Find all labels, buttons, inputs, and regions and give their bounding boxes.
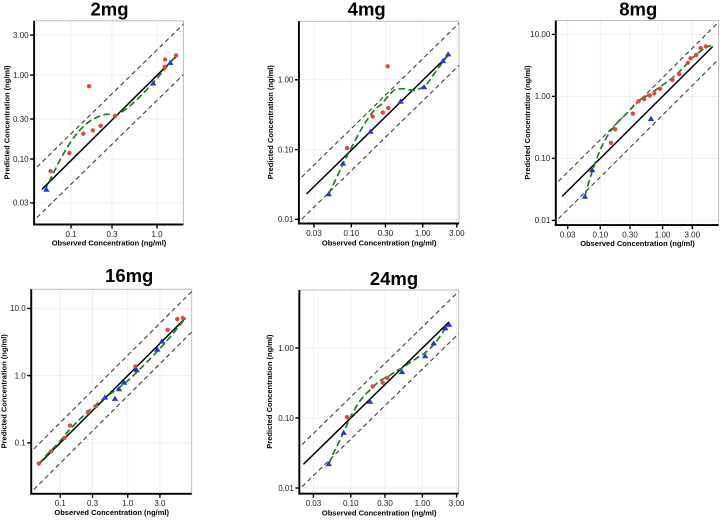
svg-text:24mg: 24mg (370, 268, 418, 289)
svg-text:0.30: 0.30 (622, 230, 638, 239)
svg-text:Predicted Concentration (ng/ml: Predicted Concentration (ng/ml) (3, 65, 12, 180)
svg-text:0.10: 0.10 (593, 230, 609, 239)
svg-text:0.01: 0.01 (278, 215, 294, 224)
svg-text:1.00: 1.00 (13, 71, 29, 80)
svg-text:0.01: 0.01 (535, 216, 551, 225)
svg-text:Observed Concentration (ng/ml): Observed Concentration (ng/ml) (580, 239, 695, 248)
svg-text:0.10: 0.10 (343, 499, 359, 508)
svg-text:0.10: 0.10 (278, 145, 294, 154)
svg-text:0.30: 0.30 (378, 229, 394, 238)
svg-text:1.00: 1.00 (415, 499, 431, 508)
svg-text:1.0: 1.0 (122, 499, 134, 508)
svg-text:0.30: 0.30 (377, 499, 393, 508)
svg-text:1.00: 1.00 (655, 230, 671, 239)
svg-text:0.1: 0.1 (55, 499, 67, 508)
svg-text:Predicted Concentration (ng/ml: Predicted Concentration (ng/ml) (523, 65, 532, 180)
svg-text:Predicted Concentration (ng/ml: Predicted Concentration (ng/ml) (0, 334, 9, 449)
svg-text:10.0: 10.0 (10, 304, 26, 313)
svg-text:3.00: 3.00 (13, 31, 29, 40)
svg-text:0.03: 0.03 (306, 499, 322, 508)
svg-text:0.1: 0.1 (65, 230, 77, 239)
svg-text:Predicted Concentration (ng/ml: Predicted Concentration (ng/ml) (265, 334, 274, 449)
svg-text:Predicted Concentration (ng/ml: Predicted Concentration (ng/ml) (266, 65, 275, 180)
svg-text:0.10: 0.10 (535, 154, 551, 163)
svg-text:10.00: 10.00 (530, 30, 551, 39)
svg-text:1.00: 1.00 (535, 92, 551, 101)
svg-text:1.00: 1.00 (278, 76, 294, 85)
svg-text:0.03: 0.03 (560, 230, 576, 239)
svg-text:3.0: 3.0 (154, 499, 166, 508)
svg-text:3.00: 3.00 (449, 229, 465, 238)
svg-text:0.30: 0.30 (13, 115, 29, 124)
svg-text:4mg: 4mg (348, 0, 386, 19)
svg-text:0.01: 0.01 (278, 484, 294, 493)
svg-text:2mg: 2mg (90, 0, 128, 20)
svg-text:16mg: 16mg (105, 265, 153, 286)
svg-text:0.03: 0.03 (13, 199, 29, 208)
svg-text:8mg: 8mg (619, 0, 657, 19)
svg-text:Observed Concentration (ng/ml): Observed Concentration (ng/ml) (52, 239, 167, 248)
svg-text:Observed Concentration (ng/ml): Observed Concentration (ng/ml) (322, 508, 437, 517)
svg-text:1.00: 1.00 (278, 344, 294, 353)
svg-text:0.03: 0.03 (306, 229, 322, 238)
svg-text:1.0: 1.0 (15, 371, 27, 380)
svg-text:1.00: 1.00 (415, 229, 431, 238)
svg-text:1.0: 1.0 (151, 230, 163, 239)
svg-text:0.1: 0.1 (15, 439, 27, 448)
svg-text:3.00: 3.00 (449, 499, 465, 508)
svg-text:0.3: 0.3 (87, 499, 99, 508)
svg-text:Observed Concentration (ng/ml): Observed Concentration (ng/ml) (54, 508, 169, 517)
svg-text:0.10: 0.10 (278, 414, 294, 423)
svg-text:0.10: 0.10 (13, 155, 29, 164)
svg-text:0.3: 0.3 (106, 230, 118, 239)
svg-text:3.00: 3.00 (685, 230, 701, 239)
svg-text:Observed Concentration (ng/ml): Observed Concentration (ng/ml) (322, 238, 437, 247)
svg-text:0.10: 0.10 (344, 229, 360, 238)
